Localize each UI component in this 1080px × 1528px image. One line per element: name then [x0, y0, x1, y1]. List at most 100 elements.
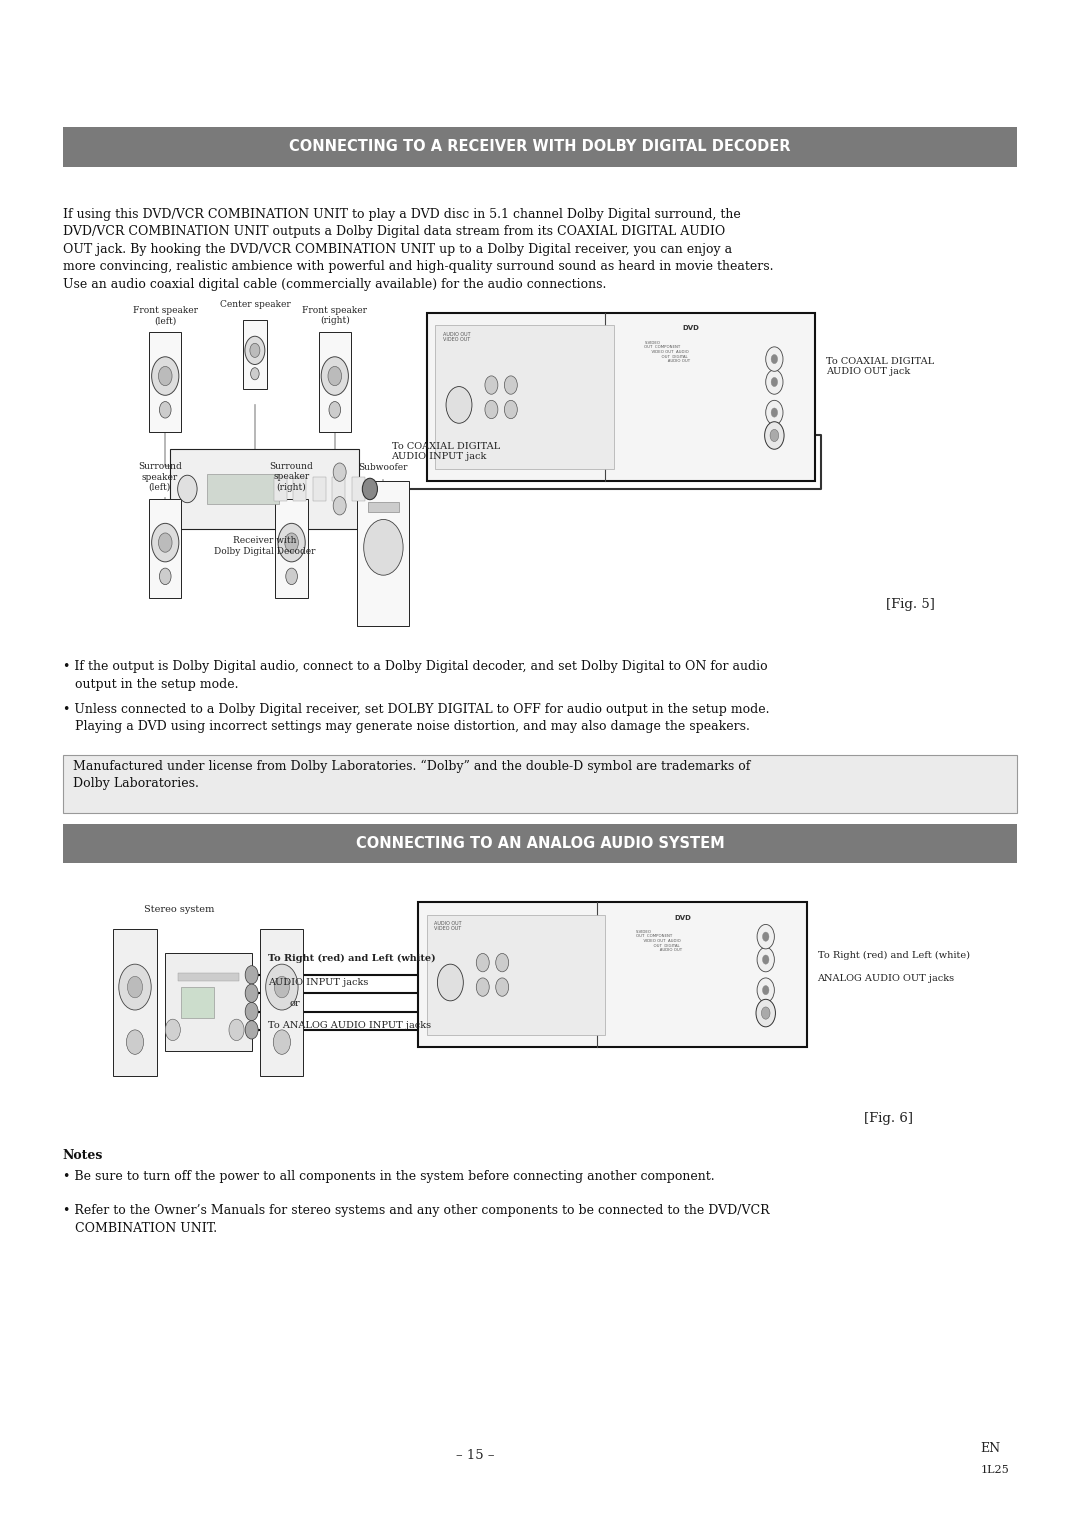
Text: Receiver with
Dolby Digital Decoder: Receiver with Dolby Digital Decoder: [214, 536, 315, 556]
Circle shape: [249, 344, 260, 358]
Text: To COAXIAL DIGITAL
AUDIO INPUT jack: To COAXIAL DIGITAL AUDIO INPUT jack: [392, 442, 500, 461]
Circle shape: [159, 367, 172, 385]
Bar: [427, 914, 606, 1036]
Bar: [181, 987, 214, 1018]
Bar: [435, 325, 615, 469]
Circle shape: [278, 523, 306, 562]
Circle shape: [363, 478, 378, 500]
Circle shape: [762, 932, 769, 941]
Bar: [63, 127, 1017, 167]
Bar: [418, 902, 807, 1048]
Text: Surround
speaker
(right): Surround speaker (right): [270, 461, 313, 492]
Text: • Be sure to turn off the power to all components in the system before connectin: • Be sure to turn off the power to all c…: [63, 1170, 714, 1184]
Text: Manufactured under license from Dolby Laboratories. “Dolby” and the double-D sym: Manufactured under license from Dolby La…: [73, 759, 751, 790]
Circle shape: [476, 953, 489, 972]
Circle shape: [762, 986, 769, 995]
Bar: [294, 477, 307, 501]
Text: S-VIDEO
OUT  COMPONENT
      VIDEO OUT  AUDIO
              OUT  DIGITAL
       : S-VIDEO OUT COMPONENT VIDEO OUT AUDIO OU…: [645, 341, 690, 364]
Text: To Right (red) and Left (white): To Right (red) and Left (white): [818, 950, 970, 960]
Circle shape: [266, 964, 298, 1010]
Text: Subwoofer: Subwoofer: [359, 463, 408, 472]
Bar: [357, 480, 409, 626]
Circle shape: [504, 400, 517, 419]
Circle shape: [771, 377, 778, 387]
Bar: [165, 953, 252, 1051]
Text: To ANALOG AUDIO INPUT jacks: To ANALOG AUDIO INPUT jacks: [268, 1021, 431, 1030]
Circle shape: [496, 953, 509, 972]
Text: – 15 –: – 15 –: [456, 1449, 495, 1462]
Circle shape: [329, 402, 340, 419]
Circle shape: [762, 1008, 769, 1018]
Circle shape: [761, 1007, 770, 1019]
Circle shape: [757, 978, 774, 1002]
Bar: [243, 319, 267, 388]
Circle shape: [771, 354, 778, 364]
Circle shape: [757, 1001, 774, 1025]
Circle shape: [762, 955, 769, 964]
Bar: [63, 755, 1017, 813]
Circle shape: [126, 1030, 144, 1054]
Circle shape: [756, 999, 775, 1027]
Circle shape: [245, 1021, 258, 1039]
Circle shape: [771, 431, 778, 440]
Text: CONNECTING TO AN ANALOG AUDIO SYSTEM: CONNECTING TO AN ANALOG AUDIO SYSTEM: [355, 836, 725, 851]
Text: If using this DVD/VCR COMBINATION UNIT to play a DVD disc in 5.1 channel Dolby D: If using this DVD/VCR COMBINATION UNIT t…: [63, 208, 773, 290]
Bar: [171, 449, 359, 529]
Circle shape: [766, 347, 783, 371]
Circle shape: [274, 976, 289, 998]
Text: DVD: DVD: [683, 325, 700, 332]
Text: S-VIDEO
OUT  COMPONENT
      VIDEO OUT  AUDIO
              OUT  DIGITAL
       : S-VIDEO OUT COMPONENT VIDEO OUT AUDIO OU…: [636, 929, 681, 952]
Circle shape: [245, 336, 265, 365]
Circle shape: [245, 966, 258, 984]
Bar: [319, 332, 351, 431]
Circle shape: [496, 978, 509, 996]
Text: Center speaker: Center speaker: [219, 299, 291, 309]
Text: ANALOG AUDIO OUT jacks: ANALOG AUDIO OUT jacks: [818, 973, 955, 983]
Circle shape: [364, 520, 403, 575]
Bar: [63, 824, 1017, 863]
Circle shape: [159, 533, 172, 552]
Text: AUDIO INPUT jacks: AUDIO INPUT jacks: [268, 978, 368, 987]
Bar: [178, 973, 239, 981]
Text: CONNECTING TO A RECEIVER WITH DOLBY DIGITAL DECODER: CONNECTING TO A RECEIVER WITH DOLBY DIGI…: [289, 139, 791, 154]
Circle shape: [160, 568, 171, 585]
Text: [Fig. 6]: [Fig. 6]: [864, 1111, 913, 1125]
Circle shape: [485, 400, 498, 419]
Bar: [368, 503, 399, 512]
Text: [Fig. 5]: [Fig. 5]: [886, 597, 934, 611]
Circle shape: [286, 568, 297, 585]
Circle shape: [766, 370, 783, 394]
Circle shape: [229, 1019, 244, 1041]
Circle shape: [504, 376, 517, 394]
Circle shape: [766, 423, 783, 448]
Circle shape: [165, 1019, 180, 1041]
Circle shape: [246, 986, 257, 1001]
Circle shape: [765, 422, 784, 449]
Text: Surround
speaker
(left): Surround speaker (left): [138, 461, 181, 492]
Circle shape: [245, 984, 258, 1002]
Circle shape: [437, 964, 463, 1001]
Circle shape: [757, 924, 774, 949]
Circle shape: [273, 1030, 291, 1054]
Circle shape: [151, 356, 179, 396]
Circle shape: [485, 376, 498, 394]
Text: • Refer to the Owner’s Manuals for stereo systems and any other components to be: • Refer to the Owner’s Manuals for stere…: [63, 1204, 769, 1235]
Circle shape: [151, 523, 179, 562]
Circle shape: [333, 497, 347, 515]
Circle shape: [766, 400, 783, 425]
Bar: [333, 477, 346, 501]
Bar: [275, 498, 308, 597]
Circle shape: [285, 533, 298, 552]
Circle shape: [246, 967, 257, 983]
Bar: [313, 477, 326, 501]
Circle shape: [771, 408, 778, 417]
Bar: [352, 477, 365, 501]
Bar: [149, 332, 181, 431]
Text: • Unless connected to a Dolby Digital receiver, set DOLBY DIGITAL to OFF for aud: • Unless connected to a Dolby Digital re…: [63, 703, 769, 733]
Text: DVD: DVD: [674, 914, 691, 920]
Circle shape: [333, 463, 347, 481]
Bar: [427, 313, 815, 481]
Circle shape: [321, 356, 349, 396]
Circle shape: [127, 976, 143, 998]
Text: Notes: Notes: [63, 1149, 103, 1163]
